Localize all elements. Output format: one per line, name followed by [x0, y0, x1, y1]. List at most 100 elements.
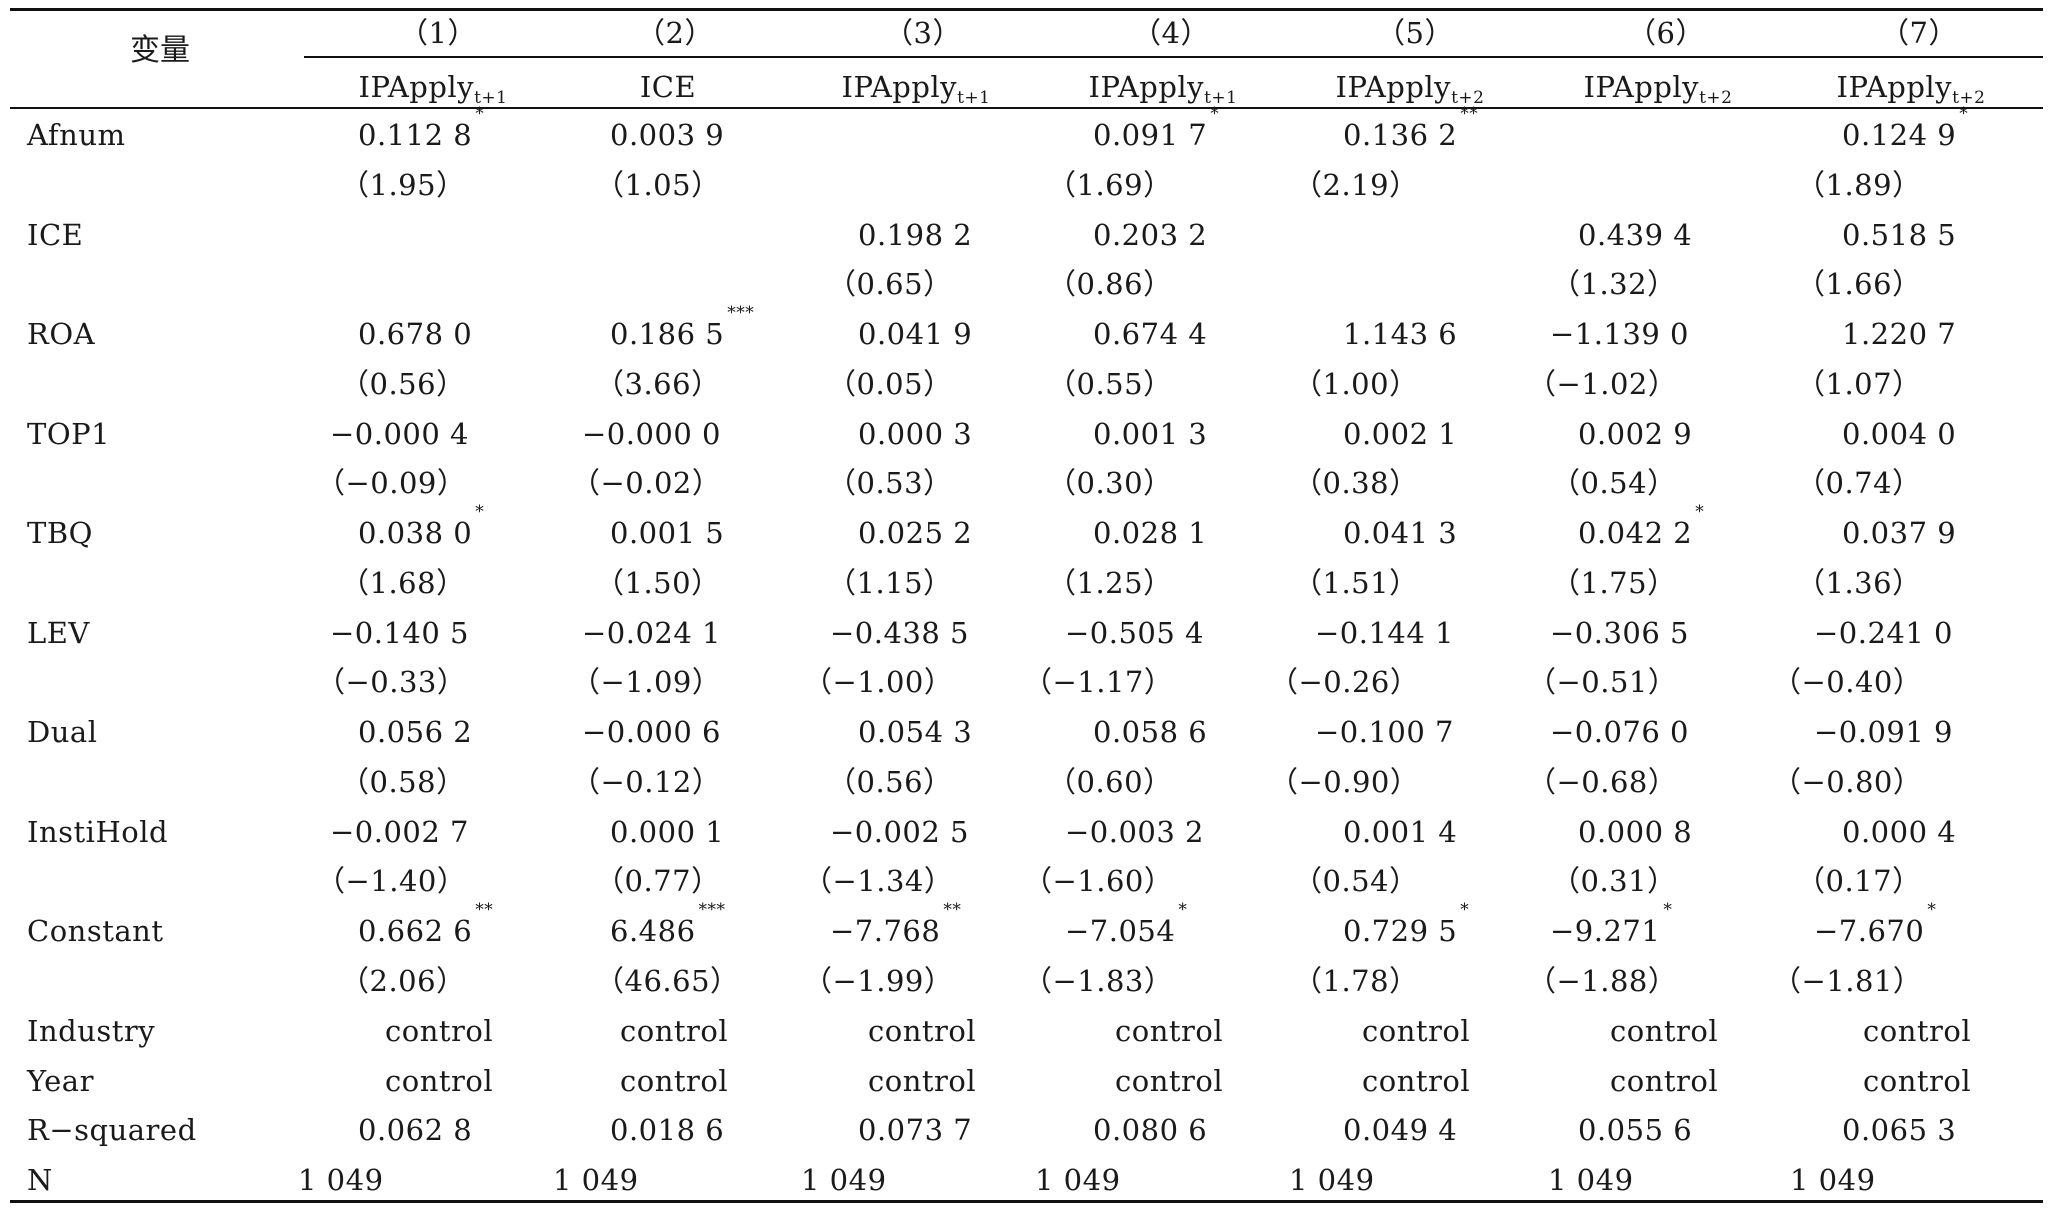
- coefficient-value: 6.486: [610, 914, 696, 948]
- t-statistic-cell: （−0.51）: [1527, 665, 1678, 699]
- dependent-variable-subscript: t+1: [957, 88, 991, 108]
- significance-stars: *: [1927, 900, 1937, 920]
- coefficient-value: 0.002 9: [1578, 416, 1693, 451]
- t-statistic-cell: （0.77）: [595, 864, 721, 898]
- coefficient-value: 0.091 7: [1093, 118, 1208, 152]
- bottom-rule: [10, 1200, 2043, 1203]
- coefficient-value: −7.054: [1065, 914, 1176, 948]
- t-statistic-cell: （−0.12）: [571, 764, 722, 799]
- coefficient-cell: 0.025 2: [858, 516, 972, 550]
- coefficient-cell: 0.058 6: [1093, 715, 1207, 749]
- coefficient-cell: 0.000 3: [858, 417, 972, 451]
- t-statistic-cell: （1.66）: [1796, 267, 1922, 301]
- coefficient-cell: −0.100 7: [1315, 715, 1454, 749]
- t-statistic-cell: （3.66）: [595, 366, 721, 401]
- coefficient-cell: 0.186 5***: [610, 305, 754, 352]
- t-statistic-cell: （−0.68）: [1527, 764, 1678, 799]
- footer-value-cell: control: [1863, 1014, 1972, 1048]
- coefficient-cell: −0.140 5: [330, 616, 469, 650]
- top-rule: [10, 8, 2043, 11]
- coefficient-value: −0.140 5: [330, 615, 469, 650]
- t-statistic-cell: （0.54）: [1293, 864, 1419, 898]
- t-statistic-cell: （0.58）: [340, 764, 466, 799]
- coefficient-value: 0.662 6: [358, 914, 473, 948]
- footer-value-cell: control: [868, 1014, 977, 1048]
- dependent-variable-subscript: t+2: [1952, 88, 1986, 108]
- coefficient-cell: 0.041 9: [858, 317, 972, 351]
- footer-value-cell: 1 049: [1289, 1163, 1375, 1198]
- t-statistic-cell: （0.38）: [1293, 466, 1419, 500]
- coefficient-value: 0.041 3: [1343, 516, 1458, 550]
- coefficient-cell: 0.028 1: [1093, 516, 1207, 550]
- t-statistic-cell: （0.56）: [827, 764, 953, 799]
- coefficient-value: 0.678 0: [358, 317, 473, 351]
- coefficient-cell: 1.220 7: [1842, 317, 1956, 351]
- coefficient-cell: −0.002 5: [830, 815, 969, 849]
- coefficient-cell: 0.662 6**: [358, 902, 493, 949]
- coefficient-value: −0.000 0: [582, 416, 721, 451]
- t-statistic-cell: （−1.83）: [1023, 963, 1174, 998]
- dependent-variable-name: IPApply: [1335, 70, 1452, 104]
- dependent-variable-name: IPApply: [1583, 70, 1700, 104]
- coefficient-cell: 0.136 2**: [1343, 106, 1478, 153]
- footer-value-cell: control: [620, 1063, 729, 1098]
- t-statistic-cell: （−1.40）: [316, 864, 467, 898]
- coefficient-value: 0.001 4: [1343, 814, 1458, 849]
- footer-value-cell: 0.062 8: [358, 1113, 473, 1148]
- footer-value-cell: 1 049: [1548, 1163, 1634, 1198]
- t-statistic-cell: （−1.09）: [571, 665, 722, 699]
- significance-stars: *: [1663, 900, 1673, 920]
- t-statistic-cell: （1.32）: [1551, 267, 1677, 301]
- row-label: R−squared: [27, 1113, 197, 1148]
- row-label: Year: [27, 1063, 94, 1098]
- t-statistic-cell: （−1.00）: [803, 665, 954, 699]
- coefficient-cell: 0.041 3: [1343, 516, 1457, 550]
- coefficient-value: 0.001 5: [610, 516, 725, 550]
- footer-value-cell: 0.065 3: [1842, 1113, 1957, 1148]
- coefficient-cell: 0.001 5: [610, 516, 724, 550]
- t-statistic-cell: （1.50）: [595, 565, 721, 600]
- coefficient-cell: −0.024 1: [582, 616, 721, 650]
- coefficient-cell: −0.144 1: [1315, 616, 1454, 650]
- row-label: InstiHold: [27, 814, 169, 849]
- coefficient-value: −0.024 1: [582, 615, 721, 650]
- coefficient-cell: 0.003 9: [610, 118, 724, 152]
- coefficient-cell: −1.139 0: [1550, 317, 1689, 351]
- significance-stars: *: [475, 104, 485, 124]
- row-label: Dual: [27, 715, 98, 749]
- t-statistic-cell: （−1.34）: [803, 864, 954, 898]
- coefficient-cell: −0.076 0: [1550, 715, 1689, 749]
- column-number: （3）: [884, 16, 962, 50]
- coefficient-cell: 0.678 0: [358, 317, 472, 351]
- footer-value-cell: control: [385, 1063, 494, 1098]
- t-statistic-cell: （−1.17）: [1023, 665, 1174, 699]
- dependent-variable: IPApplyt+1: [1089, 70, 1238, 107]
- footer-value-cell: 1 049: [1035, 1163, 1121, 1198]
- t-statistic-cell: （−1.60）: [1023, 864, 1174, 898]
- coefficient-value: 0.000 3: [858, 416, 973, 451]
- coefficient-value: −0.076 0: [1550, 715, 1689, 749]
- footer-value-cell: 0.073 7: [858, 1113, 973, 1148]
- dependent-variable-subscript: t+2: [1451, 88, 1485, 108]
- t-statistic-cell: （0.53）: [827, 466, 953, 500]
- t-statistic-cell: （0.60）: [1047, 764, 1173, 799]
- coefficient-cell: 0.000 8: [1578, 815, 1692, 849]
- coefficient-value: 0.042 2: [1578, 516, 1693, 550]
- t-statistic-cell: （1.78）: [1293, 963, 1419, 998]
- t-statistic-cell: （1.15）: [827, 565, 953, 600]
- footer-value-cell: control: [1362, 1063, 1471, 1098]
- t-statistic-cell: （1.95）: [340, 167, 466, 202]
- coefficient-cell: −0.306 5: [1550, 616, 1689, 650]
- t-statistic-cell: （1.89）: [1796, 167, 1922, 202]
- coefficient-cell: 0.004 0: [1842, 417, 1956, 451]
- dependent-variable-name: ICE: [639, 70, 697, 104]
- t-statistic-cell: （−0.40）: [1772, 665, 1923, 699]
- dependent-variable-name: IPApply: [358, 70, 475, 104]
- t-statistic-cell: （−1.02）: [1527, 366, 1678, 401]
- coefficient-value: 0.186 5: [610, 317, 725, 351]
- t-statistic-cell: （1.69）: [1047, 167, 1173, 202]
- coefficient-value: 0.056 2: [358, 715, 473, 749]
- t-statistic-cell: （0.30）: [1047, 466, 1173, 500]
- header-sub-rule: [304, 56, 2043, 58]
- coefficient-cell: 6.486***: [610, 902, 726, 949]
